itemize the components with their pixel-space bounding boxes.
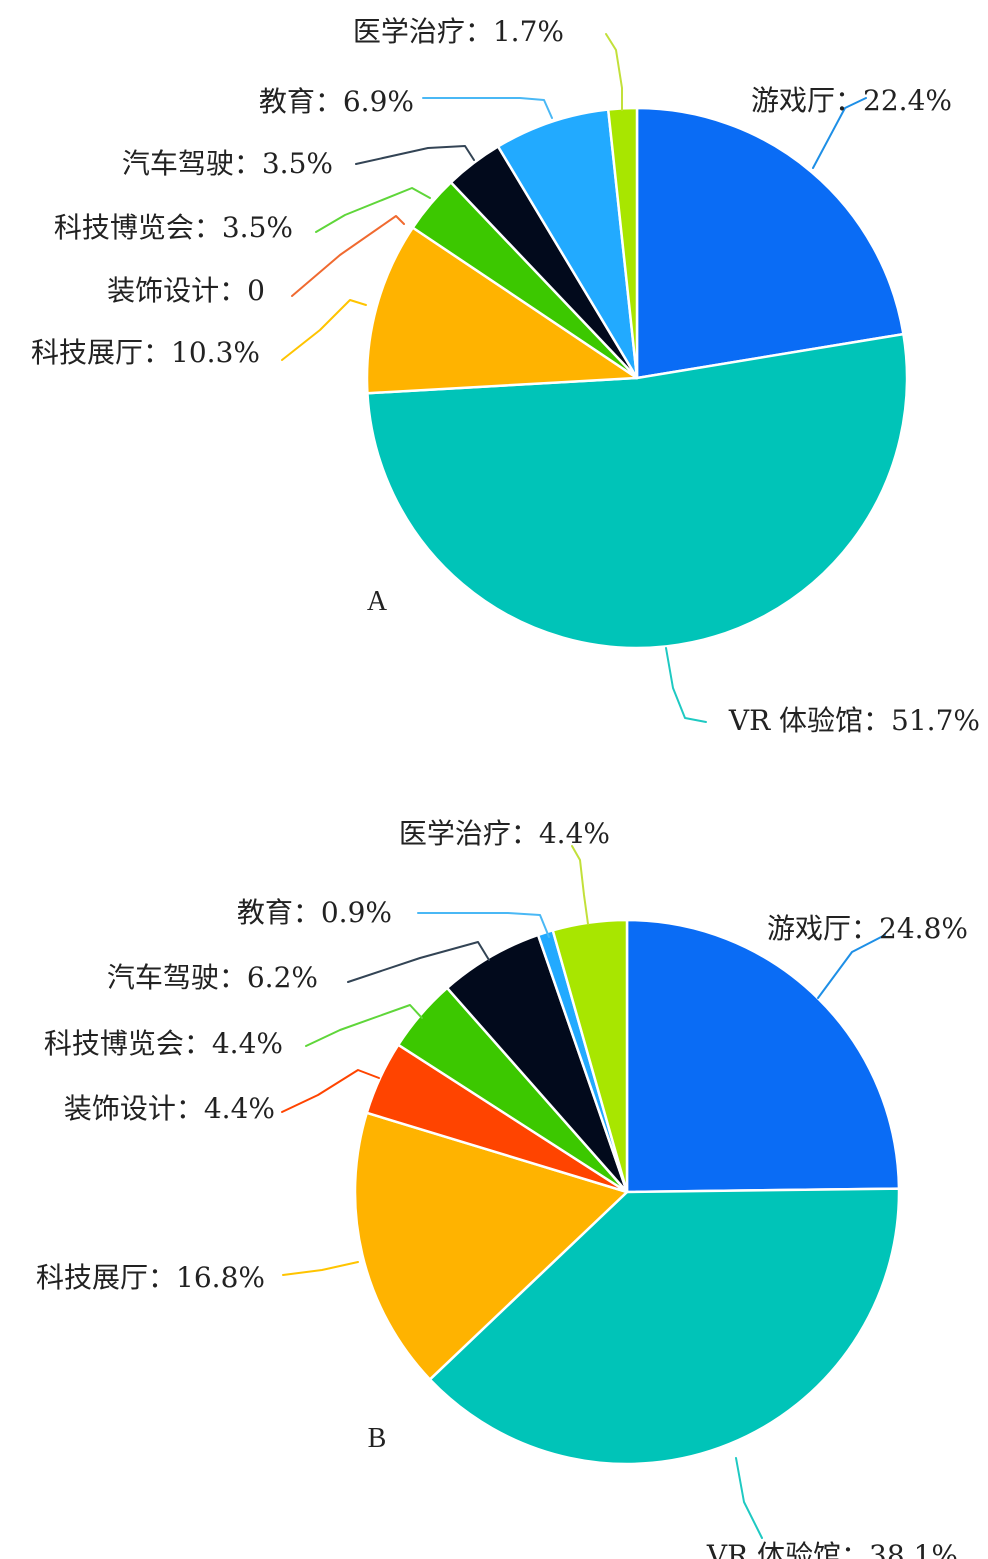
pie-chart-a: 游戏厅：22.4% VR 体验馆：51.7% 科技展厅：10.3% 装饰设计：0 科技博… <box>31 15 980 737</box>
data-label-b-jiaoyu: 教育：0.9% <box>237 896 392 929</box>
data-label-b-qiche: 汽车驾驶：6.2% <box>107 961 318 994</box>
pie-labels-a: 游戏厅：22.4% VR 体验馆：51.7% 科技展厅：10.3% 装饰设计：0 科技博… <box>31 15 980 737</box>
slice-a-zhanting <box>365 226 639 395</box>
leader-line-b-zhanting <box>282 1261 359 1276</box>
data-label-a-jiaoyu: 教育：6.9% <box>259 85 414 118</box>
slice-a-vr <box>366 332 909 650</box>
leader-line-a-yixue <box>605 33 623 111</box>
slice-a-youxiting <box>635 106 905 380</box>
data-label-a-zhanting: 科技展厅：10.3% <box>31 336 260 369</box>
panel-label-b: B <box>368 1423 387 1454</box>
leader-line-b-zhuangshi <box>281 1069 380 1113</box>
data-label-b-vr: VR 体验馆：38.1% <box>706 1539 958 1559</box>
pie-labels-b: 游戏厅：24.8% VR 体验馆：38.1% 科技展厅：16.8% 装饰设计：4.4%… <box>36 817 968 1559</box>
leader-line-b-bolanhui <box>305 1004 423 1047</box>
leader-line-a-zhanting <box>281 299 367 361</box>
panel-label-a: A <box>367 586 388 617</box>
data-label-a-youxiting: 游戏厅：22.4% <box>751 84 952 117</box>
leader-line-a-vr <box>665 647 707 723</box>
pie-slices-a <box>365 106 909 650</box>
slice-a-jiaoyu <box>496 108 639 380</box>
leader-line-b-qiche <box>347 941 490 983</box>
slice-b-zhanting <box>353 1111 629 1381</box>
data-label-b-youxiting: 游戏厅：24.8% <box>767 912 968 945</box>
slice-b-yixue <box>551 918 629 1194</box>
leader-line-b-youxiting <box>817 934 886 999</box>
leader-line-a-youxiting <box>812 97 867 169</box>
data-label-b-yixue: 医学治疗：4.4% <box>399 817 610 850</box>
slice-b-youxiting <box>625 918 901 1194</box>
leader-line-a-zhuangshi <box>291 215 405 297</box>
data-label-a-zhuangshi: 装饰设计：0 <box>107 274 265 307</box>
data-label-a-bolanhui: 科技博览会：3.5% <box>54 211 293 244</box>
leader-line-a-qiche <box>355 145 475 165</box>
leader-line-b-vr <box>735 1457 763 1539</box>
leader-line-a-jiaoyu <box>422 97 553 119</box>
slice-b-vr <box>428 1187 901 1466</box>
data-label-b-bolanhui: 科技博览会：4.4% <box>44 1027 283 1060</box>
leader-line-a-bolanhui <box>315 187 431 233</box>
data-label-a-yixue: 医学治疗：1.7% <box>353 15 564 48</box>
leader-line-b-yixue <box>571 845 589 925</box>
pie-slices-b <box>353 918 901 1466</box>
data-label-a-vr: VR 体验馆：51.7% <box>728 704 980 737</box>
pie-chart-b: 游戏厅：24.8% VR 体验馆：38.1% 科技展厅：16.8% 装饰设计：4.4%… <box>36 817 968 1559</box>
data-label-b-zhuangshi: 装饰设计：4.4% <box>64 1092 275 1125</box>
leader-line-b-jiaoyu <box>417 912 550 938</box>
data-label-a-qiche: 汽车驾驶：3.5% <box>122 147 333 180</box>
data-label-b-zhanting: 科技展厅：16.8% <box>36 1261 265 1294</box>
